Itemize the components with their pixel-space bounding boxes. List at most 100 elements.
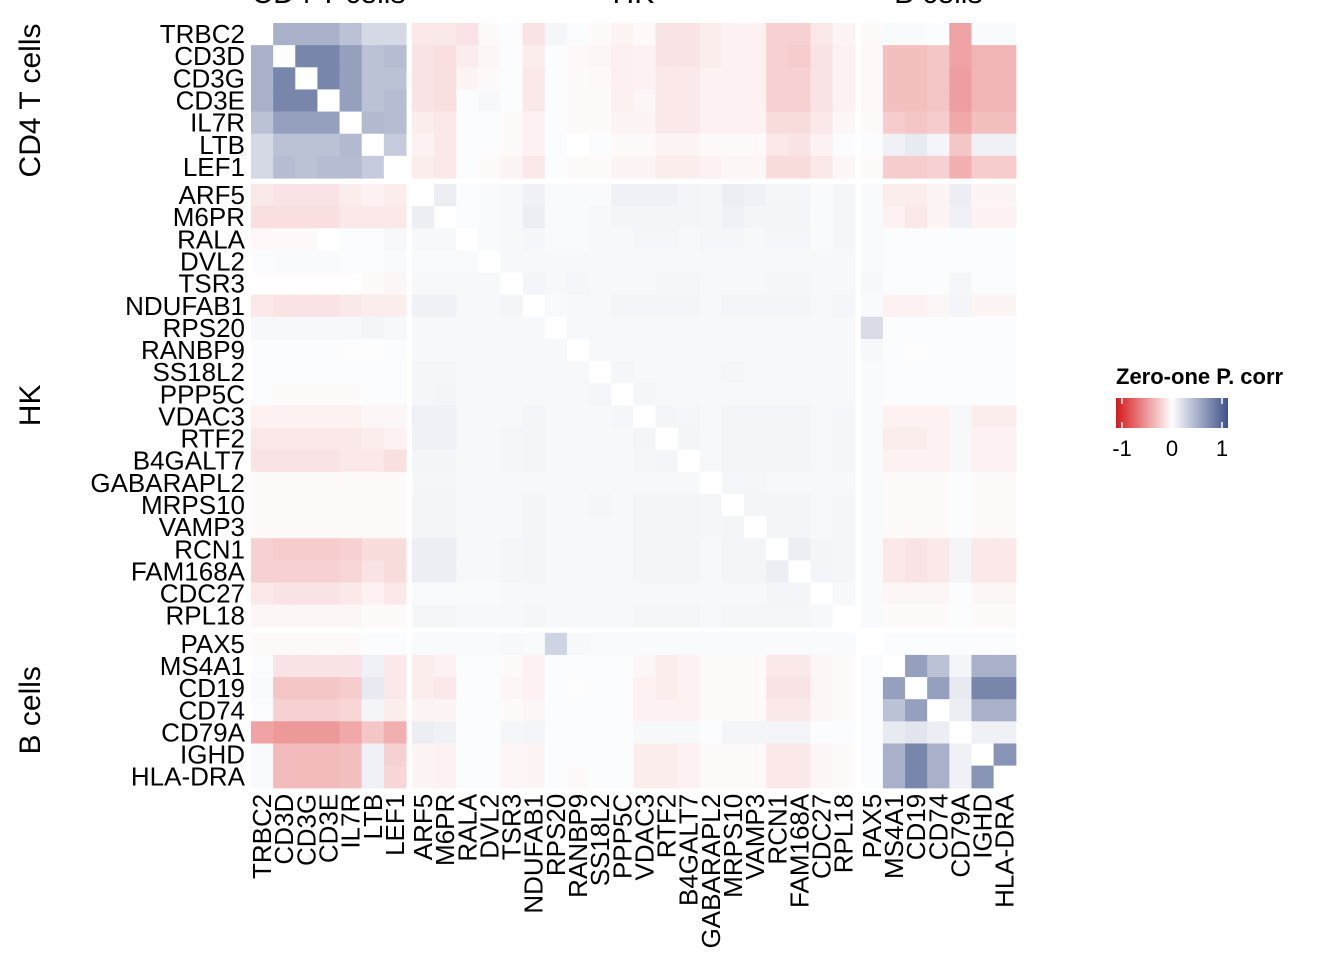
heatmap-cell-MRPS10-NDUFAB1 xyxy=(522,493,546,517)
heatmap-cell-LTB-RPS20 xyxy=(544,133,568,157)
heatmap-cell-LTB-CD74 xyxy=(927,133,950,157)
heatmap-cell-CD3E-CDC27 xyxy=(810,89,834,113)
heatmap-cell-RTF2-LEF1 xyxy=(383,427,407,451)
group-label-left-0: CD4 T cells xyxy=(14,24,47,178)
heatmap-cell-RPL18-IGHD xyxy=(971,604,995,628)
heatmap-cell-MS4A1-CD74 xyxy=(927,654,950,678)
heatmap-cell-CD74-IGHD xyxy=(971,699,995,722)
legend-colorbar xyxy=(1116,398,1228,428)
column-label-PPP5C: PPP5C xyxy=(607,794,637,879)
heatmap-cell-FAM168A-DVL2 xyxy=(478,560,502,584)
heatmap-cell-CDC27-GABARAPL2 xyxy=(699,582,723,606)
heatmap-cell-MS4A1-NDUFAB1 xyxy=(522,654,546,678)
heatmap-cell-MRPS10-PAX5 xyxy=(860,493,884,517)
heatmap-cell-SS18L2-RALA xyxy=(456,361,479,384)
heatmap-cell-IL7R-M6PR xyxy=(434,111,457,135)
heatmap-cell-CD74-GABARAPL2 xyxy=(699,699,723,722)
heatmap-cell-FAM168A-CDC27 xyxy=(810,560,834,584)
heatmap-cell-CD3G-CD19 xyxy=(905,67,928,91)
heatmap-cell-RANBP9-CDC27 xyxy=(810,338,834,362)
heatmap-cell-LEF1-ARF5 xyxy=(411,155,435,179)
heatmap-cell-RPS20-LEF1 xyxy=(383,316,407,340)
heatmap-cell-CD3G-NDUFAB1 xyxy=(522,67,546,91)
heatmap-cell-PPP5C-FAM168A xyxy=(788,383,812,406)
column-label-VDAC3: VDAC3 xyxy=(629,794,659,881)
heatmap-cell-CD19-VAMP3 xyxy=(744,677,767,700)
heatmap-cell-VDAC3-CD19 xyxy=(905,405,928,429)
heatmap-cell-PAX5-CD3G xyxy=(295,632,319,656)
heatmap-cell-CD79A-IL7R xyxy=(339,721,363,745)
heatmap-cell-CD19-TSR3 xyxy=(500,677,524,700)
heatmap-cell-CD3D-CD74 xyxy=(927,45,950,68)
heatmap-cell-RALA-IGHD xyxy=(971,228,995,251)
heatmap-cell-NDUFAB1-RPS20 xyxy=(544,294,568,318)
heatmap-cell-B4GALT7-RPL18 xyxy=(832,449,856,473)
heatmap-cell-HLA-DRA-MS4A1 xyxy=(882,765,906,789)
heatmap-cell-CDC27-TRBC2 xyxy=(251,582,274,606)
heatmap-cell-TRBC2-RCN1 xyxy=(766,23,789,46)
row-label-RANBP9: RANBP9 xyxy=(141,335,245,365)
heatmap-cell-PPP5C-TRBC2 xyxy=(251,383,274,406)
heatmap-cell-RALA-CD3G xyxy=(295,228,319,251)
heatmap-cell-ARF5-CD19 xyxy=(905,183,928,207)
heatmap-cell-CD3G-PAX5 xyxy=(860,67,884,91)
heatmap-cell-TSR3-VDAC3 xyxy=(633,272,657,296)
heatmap-cell-IGHD-IL7R xyxy=(339,743,363,767)
heatmap-cell-M6PR-B4GALT7 xyxy=(677,206,701,229)
heatmap-cell-GABARAPL2-RALA xyxy=(456,471,479,495)
heatmap-cell-PPP5C-CD79A xyxy=(949,383,973,406)
heatmap-cell-VDAC3-CD79A xyxy=(949,405,973,429)
heatmap-cell-RPS20-SS18L2 xyxy=(589,316,612,340)
heatmap-cell-SS18L2-CDC27 xyxy=(810,361,834,384)
heatmap-cell-RANBP9-RCN1 xyxy=(766,338,789,362)
heatmap-cell-MRPS10-CDC27 xyxy=(810,493,834,517)
heatmap-cell-MRPS10-RTF2 xyxy=(655,493,679,517)
heatmap-cell-RCN1-HLA-DRA xyxy=(993,538,1017,561)
heatmap-cell-PAX5-B4GALT7 xyxy=(677,632,701,656)
heatmap-cell-DVL2-MRPS10 xyxy=(721,250,745,274)
row-label-GABARAPL2: GABARAPL2 xyxy=(90,468,245,498)
heatmap-cell-PAX5-CD19 xyxy=(905,632,928,656)
heatmap-cell-CD19-TRBC2 xyxy=(251,677,274,700)
heatmap-cell-CD3G-CD3G xyxy=(295,67,319,91)
heatmap-cell-DVL2-RANBP9 xyxy=(566,250,590,274)
heatmap-cell-DVL2-DVL2 xyxy=(478,250,502,274)
column-label-CD19: CD19 xyxy=(901,794,931,860)
heatmap-cell-VAMP3-RALA xyxy=(456,516,479,539)
heatmap-cell-MS4A1-LTB xyxy=(361,654,385,678)
heatmap-cell-TSR3-ARF5 xyxy=(411,272,435,296)
heatmap-cell-RTF2-CD79A xyxy=(949,427,973,451)
heatmap-cell-RPL18-CD19 xyxy=(905,604,928,628)
heatmap-cell-PPP5C-DVL2 xyxy=(478,383,502,406)
heatmap-cell-VAMP3-VDAC3 xyxy=(633,516,657,539)
heatmap-cell-RPL18-IL7R xyxy=(339,604,363,628)
heatmap-cell-TRBC2-MRPS10 xyxy=(721,23,745,46)
heatmap-cell-LEF1-RANBP9 xyxy=(566,155,590,179)
heatmap-cell-RPS20-RCN1 xyxy=(766,316,789,340)
heatmap-cell-CD3E-GABARAPL2 xyxy=(699,89,723,113)
heatmap-cell-VAMP3-DVL2 xyxy=(478,516,502,539)
heatmap-cell-RPL18-RTF2 xyxy=(655,604,679,628)
heatmap-cell-VDAC3-CD3E xyxy=(317,405,341,429)
heatmap-cell-SS18L2-RPL18 xyxy=(832,361,856,384)
heatmap-cell-LTB-NDUFAB1 xyxy=(522,133,546,157)
heatmap-cell-RPS20-PPP5C xyxy=(611,316,634,340)
heatmap-cell-FAM168A-SS18L2 xyxy=(589,560,612,584)
heatmap-cell-CD3E-RTF2 xyxy=(655,89,679,113)
heatmap-cell-PAX5-RPL18 xyxy=(832,632,856,656)
column-label-LEF1: LEF1 xyxy=(380,794,410,856)
heatmap-cell-RANBP9-B4GALT7 xyxy=(677,338,701,362)
heatmap-cell-PAX5-ARF5 xyxy=(411,632,435,656)
heatmap-cell-CDC27-VAMP3 xyxy=(744,582,767,606)
row-label-CD74: CD74 xyxy=(179,695,245,725)
heatmap-cell-DVL2-M6PR xyxy=(434,250,457,274)
heatmap-cell-RALA-RPL18 xyxy=(832,228,856,251)
heatmap-cell-CD3E-HLA-DRA xyxy=(993,89,1017,113)
heatmap-cell-TRBC2-CD79A xyxy=(949,23,973,46)
heatmap-cell-RPL18-ARF5 xyxy=(411,604,435,628)
heatmap-cell-LTB-FAM168A xyxy=(788,133,812,157)
heatmap-cell-TRBC2-CDC27 xyxy=(810,23,834,46)
heatmap-cell-LTB-ARF5 xyxy=(411,133,435,157)
heatmap-cell-CD3G-LTB xyxy=(361,67,385,91)
heatmap-cell-PPP5C-SS18L2 xyxy=(589,383,612,406)
